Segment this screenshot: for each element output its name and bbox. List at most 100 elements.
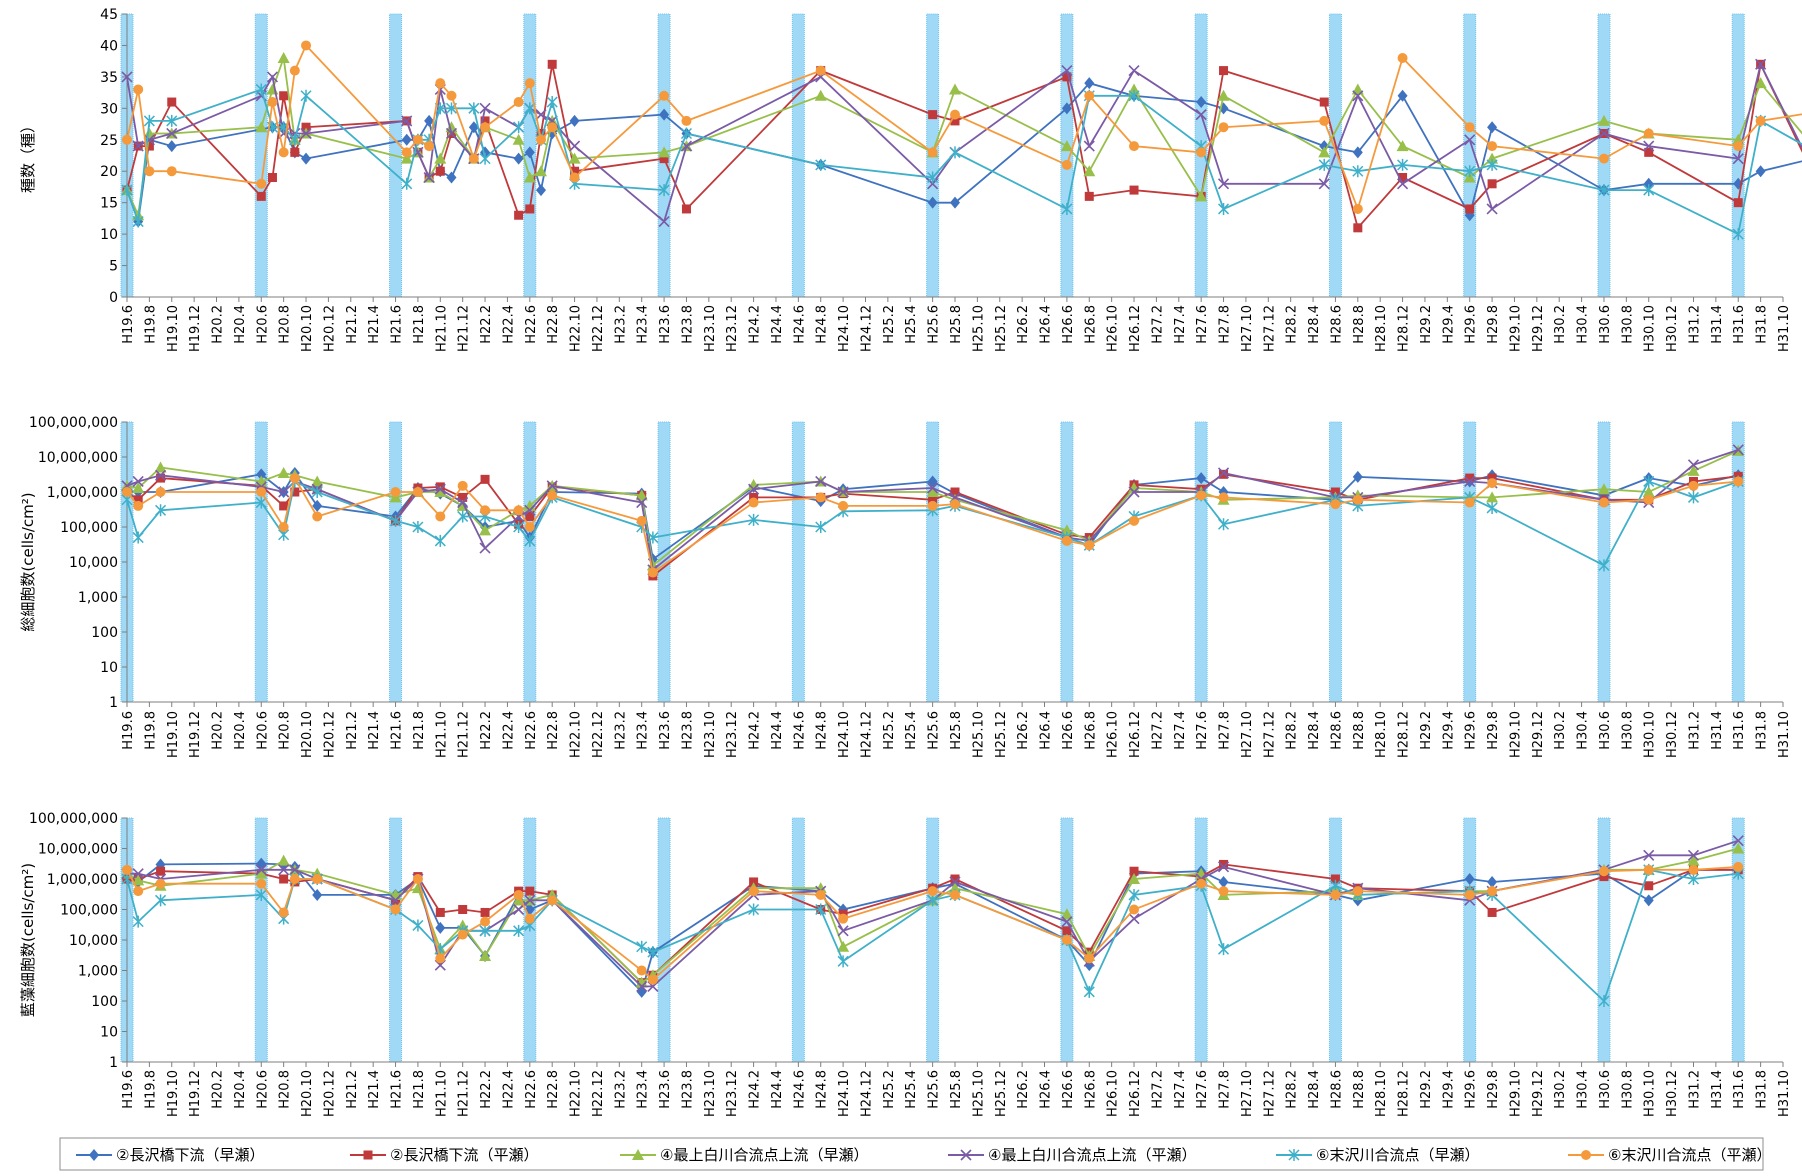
x-tick-label: H30.10 (1643, 711, 1658, 758)
x-tick-label: H29.2 (1419, 1070, 1434, 1109)
data-point (524, 522, 535, 532)
data-point (1318, 146, 1331, 158)
x-tick-label: H26.4 (1039, 1070, 1054, 1109)
x-tick-label: H29.10 (1508, 711, 1523, 758)
x-tick-label: H27.2 (1150, 305, 1165, 344)
x-tick-label: H28.2 (1285, 305, 1300, 344)
x-tick-label: H30.8 (1620, 305, 1635, 344)
x-tick-label: H27.8 (1218, 305, 1233, 344)
data-point (312, 874, 323, 884)
x-tick-label: H31.6 (1732, 1070, 1747, 1109)
data-point (1196, 490, 1207, 501)
data-point (927, 482, 939, 494)
y-tick-label: 1 (109, 1055, 118, 1071)
data-point (1083, 165, 1096, 177)
data-point (1352, 90, 1364, 102)
x-tick-label: H24.10 (837, 711, 852, 758)
data-point (513, 889, 524, 900)
x-tick-label: H26.10 (1106, 711, 1121, 758)
x-tick-label: H27.10 (1240, 711, 1255, 758)
data-point (155, 894, 167, 907)
x-tick-label: H28.8 (1352, 305, 1367, 344)
y-tick-label: 1,000,000 (47, 872, 118, 888)
x-tick-label: H28.12 (1397, 1070, 1412, 1117)
x-tick-label: H22.6 (524, 1070, 539, 1109)
y-axis-label: 藍藻細胞数(cells/cm²) (19, 863, 37, 1017)
data-point (1643, 864, 1654, 875)
data-point (928, 110, 938, 120)
data-point (926, 486, 939, 497)
data-point (457, 929, 468, 940)
data-point (1217, 178, 1230, 190)
x-tick-label: H20.10 (300, 305, 315, 352)
x-tick-label: H28.4 (1307, 1070, 1322, 1109)
data-point (277, 854, 290, 866)
data-point (636, 515, 647, 526)
x-tick-label: H22.2 (479, 305, 494, 344)
x-tick-label: H29.10 (1508, 305, 1523, 352)
x-tick-label: H19.6 (121, 305, 136, 344)
x-tick-label: H21.8 (412, 305, 427, 344)
data-point (412, 134, 423, 145)
x-tick-label: H26.6 (1061, 305, 1076, 344)
x-tick-label: H31.8 (1755, 1070, 1770, 1109)
data-point (568, 152, 581, 164)
x-tick-label: H29.8 (1486, 711, 1501, 750)
data-point (1061, 202, 1073, 215)
data-point (256, 878, 267, 889)
legend-label: ⑥末沢川合流点（早瀬） (1316, 1146, 1479, 1164)
x-tick-label: H23.10 (703, 1070, 718, 1117)
x-tick-label: H29.10 (1508, 1070, 1523, 1117)
survey-band (926, 817, 940, 1063)
x-tick-label: H30.2 (1553, 711, 1568, 750)
x-tick-label: H24.8 (815, 305, 830, 344)
x-tick-label: H22.8 (546, 1070, 561, 1109)
survey-band (389, 421, 403, 703)
x-tick-label: H23.2 (613, 711, 628, 750)
data-point (815, 903, 827, 916)
x-tick-label: H24.4 (770, 711, 785, 750)
data-point (479, 542, 491, 554)
data-point (815, 889, 826, 900)
x-tick-label: H26.12 (1128, 305, 1143, 352)
data-point (535, 165, 547, 177)
data-point (748, 513, 760, 526)
data-point (1643, 140, 1655, 152)
data-point (524, 78, 535, 89)
data-point (1218, 875, 1229, 888)
data-point (658, 146, 671, 158)
x-tick-label: H21.10 (434, 1070, 449, 1117)
data-point (1733, 141, 1744, 152)
x-tick-label: H24.12 (859, 305, 874, 352)
x-tick-label: H19.12 (188, 1070, 203, 1117)
data-point (748, 497, 759, 508)
data-point (647, 974, 658, 985)
data-point (144, 166, 155, 177)
data-point (480, 505, 491, 516)
legend-label: ②長沢橋下流（平瀬） (390, 1146, 538, 1164)
data-point (524, 894, 536, 906)
x-tick-label: H20.10 (300, 1070, 315, 1117)
data-point (1688, 480, 1699, 491)
x-tick-label: H23.8 (680, 305, 695, 344)
x-tick-label: H26.4 (1039, 711, 1054, 750)
x-tick-label: H31.2 (1687, 711, 1702, 750)
data-point (312, 888, 323, 901)
species-count-panel: 0 5 10 15 20 25 30 35 40 45 種数（種） H19.6 H19.8 H19.10 H… (19, 7, 1802, 352)
data-point (132, 482, 145, 494)
y-tick-label: 20 (100, 164, 118, 180)
data-point (1129, 866, 1139, 876)
x-tick-label: H21.10 (434, 711, 449, 758)
total-cells-panel: 1 10 100 1,000 10,000 100,000 1,000,000 10,000,… (19, 415, 1792, 758)
data-point (1598, 559, 1610, 572)
data-point (279, 501, 289, 511)
x-tick-label: H27.8 (1218, 1070, 1233, 1109)
data-point (133, 495, 143, 505)
x-tick-label: H31.10 (1777, 305, 1792, 352)
x-tick-label: H25.12 (994, 711, 1009, 758)
data-point (1352, 165, 1364, 178)
x-tick-label: H26.6 (1061, 711, 1076, 750)
data-point (154, 461, 167, 473)
data-point (748, 886, 759, 897)
